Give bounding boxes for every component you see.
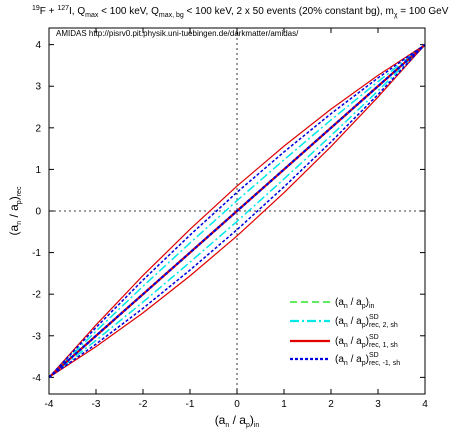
y-axis-label: (an / ap)rec [7,186,23,235]
legend-label-part: in [369,303,375,310]
y-tick-label: -1 [32,248,41,259]
title-part: max, bg [159,12,184,19]
legend-label-part: / a [348,297,362,308]
legend-label-part: ) [366,297,369,308]
y-tick-label: -2 [32,290,41,301]
y-tick-label: 0 [35,207,41,218]
legend-label-part: (a [335,297,344,308]
series-line [48,44,426,378]
label-part: / a [229,413,246,427]
legend-label-part: rec, 1, sh [369,342,398,349]
legend-label-part: p [362,360,366,367]
legend-label-part: ) [366,354,369,365]
x-tick-label: 0 [234,399,240,410]
legend-label-part: rec, 2, sh [369,322,398,329]
legend-label-part: SD [369,352,379,359]
x-axis-label: (an / ap)in [215,413,260,429]
legend-label-part: (a [335,316,344,327]
series-line [48,44,426,378]
label-part: in [254,422,260,429]
label-part: p [16,200,23,204]
legend-label-part: (a [335,336,344,347]
x-tick-label: 1 [281,399,287,410]
legend-label-part: n [344,303,348,310]
legend-label-part: n [344,342,348,349]
annotation: AMIDAS http://pisrv0.pit.physik.uni-tueb… [56,29,299,38]
x-tick-label: -2 [139,399,148,410]
y-tick-label: -4 [32,373,41,384]
title-part: max [85,12,99,19]
series-line [48,44,426,378]
title-part: 127 [57,5,69,12]
legend-label-part: p [362,342,366,349]
legend-label-part: p [362,322,366,329]
x-tick-label: -1 [186,399,195,410]
legend-label-part: ) [366,316,369,327]
label-part: p [246,422,250,429]
label-part: (a [215,413,226,427]
legend-label-part: / a [348,316,362,327]
label-part: n [16,221,23,225]
x-tick-label: -3 [92,399,101,410]
x-tick-label: 3 [375,399,381,410]
label-part: ) [7,196,21,200]
y-tick-label: 3 [35,82,41,93]
legend-label-part: / a [348,336,362,347]
legend-label: (an / ap)SD rec, -1, sh [335,352,400,367]
label-part: n [225,422,229,429]
title-part: = 100 GeV [398,6,449,17]
legend-label-part: n [344,360,348,367]
title-part: 19 [32,5,40,12]
label-part: ) [250,413,254,427]
x-tick-label: -4 [45,399,54,410]
legend-label: (an / ap)SD rec, 1, sh [335,334,398,349]
legend-label-part: p [362,303,366,310]
legend-label-part: SD [369,334,379,341]
y-tick-label: 2 [35,123,41,134]
legend-label: (an / ap)SD rec, 2, sh [335,314,398,329]
title-part: χ [394,12,398,19]
series-line [48,44,426,378]
title-part: < 100 keV, Q [98,6,159,17]
chart-title: 19F + 127I, Qmax < 100 keV, Qmax, bg < 1… [32,5,449,19]
series-line [48,44,426,378]
title-part: < 100 keV, 2 x 50 events (20% constant b… [184,6,394,17]
plot-frame [48,27,426,395]
y-tick-label: 4 [35,40,41,51]
label-part: (a [7,224,21,235]
legend-label-part: rec, -1, sh [369,360,400,367]
y-tick-label: -3 [32,331,41,342]
x-tick-label: 2 [328,399,334,410]
label-part: / a [7,204,21,221]
label-part: rec [16,186,23,196]
legend-label-part: (a [335,354,344,365]
series-line [48,43,426,379]
title-part: F + [40,6,58,17]
x-tick-label: 4 [422,399,428,410]
y-tick-label: 1 [35,165,41,176]
legend-label-part: / a [348,354,362,365]
series-line [48,44,426,378]
legend-label-part: n [344,322,348,329]
legend-label-part: ) [366,336,369,347]
legend-label-part: SD [369,314,379,321]
title-part: I, Q [69,6,85,17]
legend-label: (an / ap)in [335,297,375,310]
